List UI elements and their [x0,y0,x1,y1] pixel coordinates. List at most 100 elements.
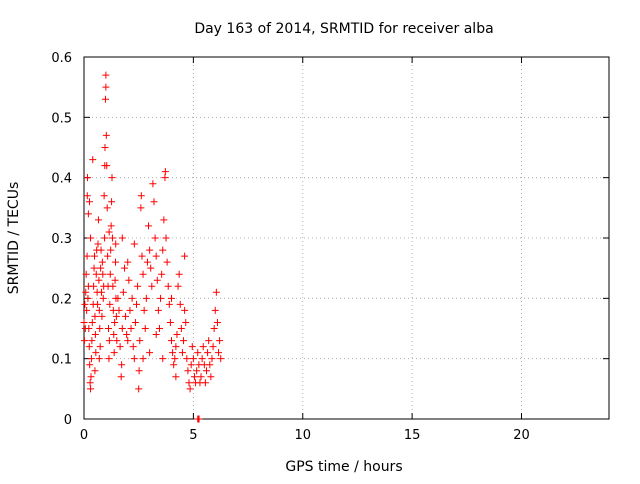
data-point [116,343,124,351]
x-tick-label: 15 [404,428,421,443]
data-point [103,204,111,212]
y-tick-label: 0.3 [51,232,72,247]
data-point [128,294,136,302]
data-point [190,373,198,381]
x-tick-label: 5 [189,428,197,443]
data-point [166,318,174,326]
data-point [130,240,138,248]
data-point [153,276,161,284]
data-point [110,349,118,357]
data-point [106,270,114,278]
data-point [99,294,107,302]
data-point [183,355,191,363]
data-point [90,264,98,272]
y-tick-label: 0.6 [51,51,72,66]
data-point [105,355,113,363]
data-point [98,258,106,266]
data-point [135,385,143,393]
data-point [178,349,186,357]
data-point [211,306,219,314]
data-point [88,337,96,345]
data-point [123,331,131,339]
data-point [185,379,193,387]
data-point [95,276,103,284]
data-point [102,131,110,139]
data-point [129,343,137,351]
data-point [84,210,92,218]
data-point [96,325,104,332]
data-point [108,198,116,206]
data-point [91,252,98,260]
y-tick-label: 0.2 [51,292,72,307]
data-point [139,270,147,278]
x-tick-label: 20 [513,428,530,443]
data-point [161,174,169,182]
data-point [84,174,91,182]
data-point [133,300,140,308]
data-point [98,312,106,320]
data-point [145,222,153,230]
data-point [89,156,97,164]
data-point [131,318,139,326]
data-point [184,367,192,375]
data-point [112,312,120,320]
data-point [169,349,177,357]
data-point [137,192,145,200]
data-point [85,343,93,351]
data-point [112,258,119,266]
data-point [182,318,190,326]
data-point [140,306,148,314]
data-point [86,379,94,387]
data-point [205,337,213,345]
data-point [104,252,112,260]
data-point [101,144,109,151]
data-point [201,379,209,387]
data-point [209,343,217,351]
data-point [88,318,96,326]
data-point [194,349,202,357]
data-point [124,258,132,266]
data-points [80,71,225,423]
data-point [119,288,127,296]
data-point [165,300,173,308]
data-point [94,216,102,224]
data-point [197,373,205,381]
data-point [108,174,116,182]
data-point [159,355,167,363]
data-point [207,373,215,381]
data-point [139,355,147,363]
data-point [92,270,100,278]
data-point [100,192,108,200]
data-point [175,270,183,278]
data-point [217,355,225,363]
data-point [159,246,167,254]
data-point [213,318,221,326]
data-point [146,246,154,254]
data-point [158,270,166,278]
data-point [98,288,105,296]
y-tick-label: 0.5 [51,111,72,126]
data-point [117,373,125,381]
data-point [138,252,146,260]
data-point [168,337,175,345]
data-point [180,337,188,345]
data-point [150,198,158,206]
data-point [198,355,206,363]
data-point [95,306,103,314]
data-point [147,264,155,272]
data-point [103,162,111,170]
data-point [141,325,149,332]
data-point [142,294,150,302]
data-point [151,234,159,242]
data-point [115,306,123,314]
data-point [204,349,212,357]
data-point [120,264,128,272]
data-point [87,373,95,381]
data-point [83,192,91,200]
data-point [84,294,92,302]
data-point [171,355,179,363]
data-point [172,343,180,351]
data-point [152,252,160,260]
data-point [107,246,115,254]
